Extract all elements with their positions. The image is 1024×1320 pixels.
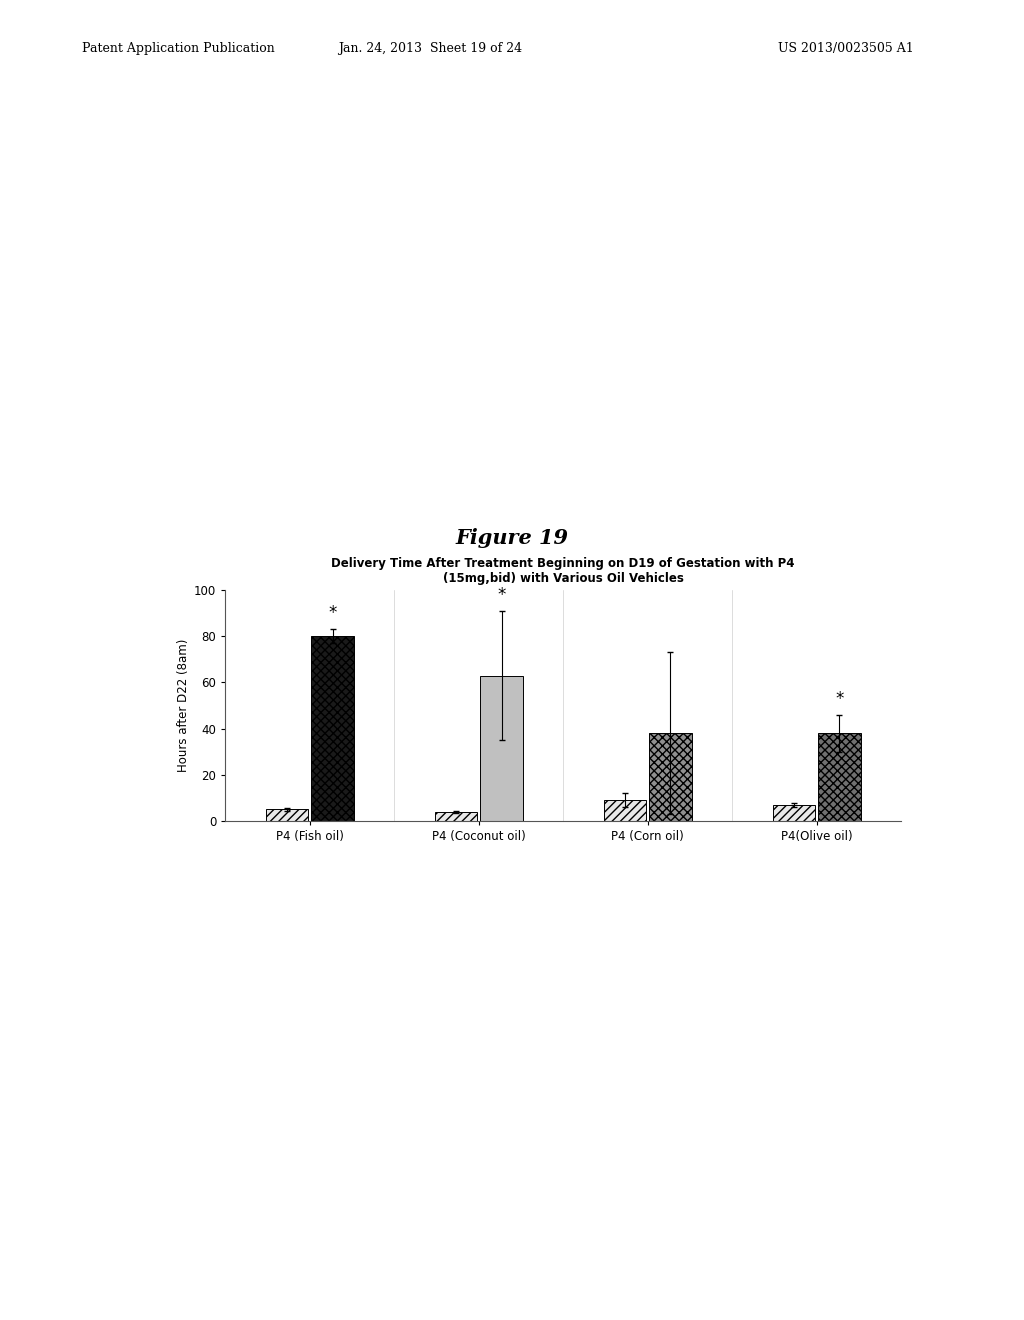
Text: *: *	[329, 605, 337, 623]
FancyBboxPatch shape	[125, 552, 930, 854]
Bar	[435, 812, 477, 821]
Bar	[773, 805, 815, 821]
Bar	[604, 800, 646, 821]
Text: *: *	[498, 586, 506, 605]
Text: *: *	[836, 690, 844, 708]
Bar	[266, 809, 308, 821]
Text: Patent Application Publication: Patent Application Publication	[82, 42, 274, 55]
Bar	[480, 676, 522, 821]
Bar	[311, 636, 353, 821]
Title: Delivery Time After Treatment Beginning on D19 of Gestation with P4
(15mg,bid) w: Delivery Time After Treatment Beginning …	[332, 557, 795, 585]
Text: US 2013/0023505 A1: US 2013/0023505 A1	[778, 42, 914, 55]
Bar	[818, 734, 860, 821]
Bar	[649, 734, 691, 821]
Text: Figure 19: Figure 19	[456, 528, 568, 548]
Text: Jan. 24, 2013  Sheet 19 of 24: Jan. 24, 2013 Sheet 19 of 24	[338, 42, 522, 55]
Y-axis label: Hours after D22 (8am): Hours after D22 (8am)	[177, 639, 189, 772]
